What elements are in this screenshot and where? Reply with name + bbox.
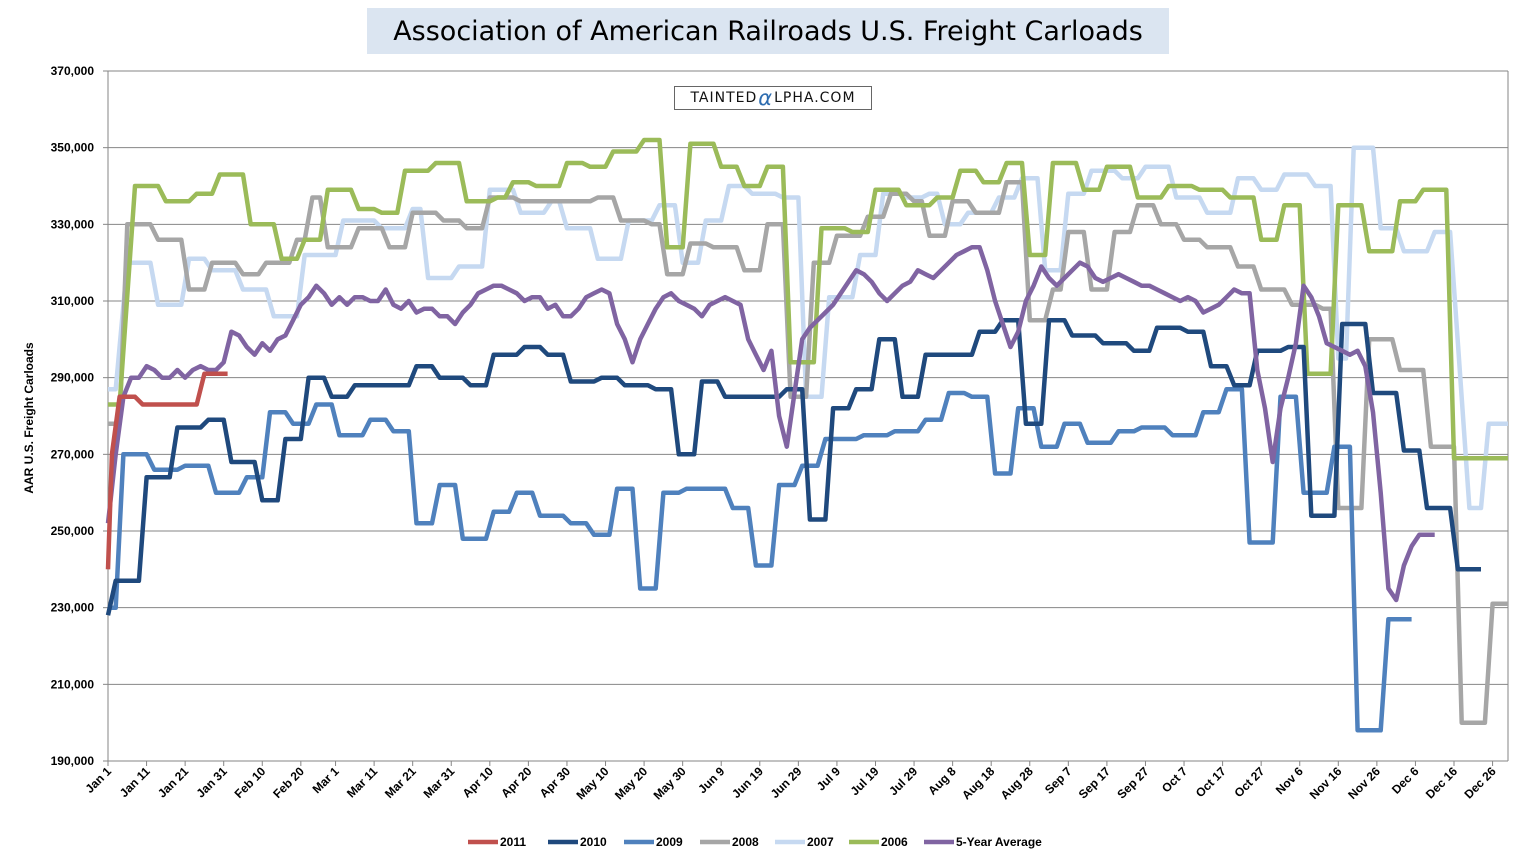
watermark-alpha: α bbox=[758, 85, 774, 110]
x-tick-label: May 10 bbox=[573, 764, 611, 802]
x-tick-label: Jan 31 bbox=[194, 764, 231, 801]
y-tick-label: 230,000 bbox=[51, 601, 95, 615]
x-tick-label: Mar 31 bbox=[421, 764, 458, 801]
legend-label: 2010 bbox=[580, 835, 607, 849]
x-tick-label: Jun 19 bbox=[729, 764, 766, 801]
series-lines bbox=[105, 137, 1508, 733]
x-tick-label: Mar 11 bbox=[344, 764, 381, 801]
y-tick-label: 350,000 bbox=[51, 141, 95, 155]
legend: 2011 2010 2009 2008 2007 2006 5-Year Average bbox=[468, 835, 1042, 849]
x-tick-label: Mar 1 bbox=[310, 764, 342, 796]
y-axis-label: AAR U.S. Freight Carloads bbox=[22, 342, 36, 494]
x-tick-label: Jul 19 bbox=[848, 764, 882, 798]
x-tick-label: Jul 9 bbox=[814, 764, 843, 793]
legend-item: 2011 bbox=[468, 835, 526, 849]
legend-item: 5-Year Average bbox=[924, 835, 1042, 849]
y-tick-label: 310,000 bbox=[51, 294, 95, 308]
chart-title: Association of American Railroads U.S. F… bbox=[393, 15, 1143, 47]
series-line-5-year-average bbox=[105, 245, 1435, 603]
x-tick-label: Aug 28 bbox=[998, 764, 1036, 802]
series-line-2006 bbox=[108, 137, 1508, 461]
legend-label: 2007 bbox=[807, 835, 834, 849]
legend-label: 2006 bbox=[881, 835, 908, 849]
legend-label: 2008 bbox=[732, 835, 759, 849]
x-tick-label: Apr 30 bbox=[537, 764, 574, 801]
x-tick-label: Aug 8 bbox=[925, 764, 959, 798]
x-tick-label: Oct 7 bbox=[1159, 764, 1190, 795]
x-tick-label: Dec 6 bbox=[1389, 764, 1422, 797]
x-tick-label: Nov 26 bbox=[1345, 764, 1383, 802]
legend-item: 2010 bbox=[548, 835, 607, 849]
y-tick-label: 210,000 bbox=[51, 677, 95, 691]
x-tick-label: Dec 26 bbox=[1461, 764, 1498, 801]
legend-label: 5-Year Average bbox=[956, 835, 1042, 849]
y-tick-label: 250,000 bbox=[51, 524, 95, 538]
x-tick-label: Oct 17 bbox=[1193, 764, 1229, 800]
x-tick-label: Apr 20 bbox=[498, 764, 535, 801]
x-tick-label: Jan 11 bbox=[117, 764, 153, 800]
x-tick-label: Jan 21 bbox=[155, 764, 192, 801]
watermark-left: TAINTED bbox=[690, 90, 758, 106]
x-tick-label: May 20 bbox=[612, 764, 650, 802]
x-tick-label: Mar 21 bbox=[382, 764, 419, 801]
y-tick-label: 330,000 bbox=[51, 217, 95, 231]
x-tick-label: May 30 bbox=[651, 764, 689, 802]
y-tick-label: 270,000 bbox=[51, 447, 95, 461]
chart-title-box: Association of American Railroads U.S. F… bbox=[367, 8, 1169, 54]
x-tick-label: Apr 10 bbox=[460, 764, 497, 801]
legend-label: 2011 bbox=[500, 835, 526, 849]
x-tick-label: Feb 20 bbox=[270, 764, 307, 801]
x-tick-label: Jan 1 bbox=[83, 764, 115, 796]
x-tick-label: Feb 10 bbox=[232, 764, 269, 801]
x-tick-label: Jul 29 bbox=[886, 764, 920, 798]
series-line-2010 bbox=[105, 317, 1481, 616]
legend-item: 2008 bbox=[700, 835, 759, 849]
x-tick-label: Jun 29 bbox=[768, 764, 805, 801]
y-tick-label: 290,000 bbox=[51, 371, 95, 385]
x-tick-label: Sep 27 bbox=[1114, 764, 1151, 801]
watermark-right: LPHA.COM bbox=[774, 90, 856, 106]
x-tick-label: Dec 16 bbox=[1423, 764, 1460, 801]
legend-item: 2006 bbox=[849, 835, 908, 849]
series-line-2011 bbox=[105, 371, 228, 570]
x-tick-label: Sep 7 bbox=[1042, 764, 1075, 797]
series-line-2009 bbox=[108, 386, 1412, 733]
watermark-logo: TAINTED α LPHA.COM bbox=[674, 86, 872, 110]
series-line-2007 bbox=[108, 145, 1508, 511]
legend-item: 2007 bbox=[775, 835, 834, 849]
y-tick-label: 370,000 bbox=[51, 64, 95, 78]
x-tick-label: Oct 27 bbox=[1231, 764, 1267, 800]
x-tick-label: Jun 9 bbox=[695, 764, 727, 796]
y-tick-label: 190,000 bbox=[51, 754, 95, 768]
x-tick-label: Aug 18 bbox=[959, 764, 997, 802]
x-tick-label: Nov 6 bbox=[1273, 764, 1306, 797]
x-tick-label: Nov 16 bbox=[1307, 764, 1345, 802]
x-tick-label: Sep 17 bbox=[1076, 764, 1113, 801]
legend-item: 2009 bbox=[624, 835, 683, 849]
legend-label: 2009 bbox=[656, 835, 683, 849]
